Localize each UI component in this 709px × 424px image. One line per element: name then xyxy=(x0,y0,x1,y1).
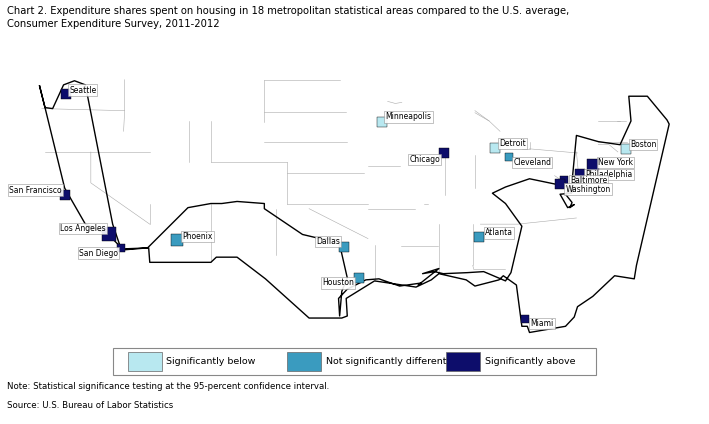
Point xyxy=(474,234,485,240)
Bar xyxy=(128,352,162,371)
Point xyxy=(59,192,70,199)
Text: Miami: Miami xyxy=(530,319,554,328)
Text: Seattle: Seattle xyxy=(69,86,96,95)
Text: Washington: Washington xyxy=(566,184,610,194)
Text: Chicago: Chicago xyxy=(409,155,440,164)
Point xyxy=(354,274,365,281)
Text: Houston: Houston xyxy=(322,279,354,287)
Text: Atlanta: Atlanta xyxy=(485,229,513,237)
Text: Baltimore: Baltimore xyxy=(570,176,607,185)
Text: San Diego: San Diego xyxy=(79,248,118,257)
Point xyxy=(559,176,570,183)
Text: Not significantly different: Not significantly different xyxy=(325,357,446,366)
Point xyxy=(587,162,598,169)
Point xyxy=(172,236,183,243)
Point xyxy=(338,243,350,250)
Text: Cleveland: Cleveland xyxy=(513,158,551,167)
Bar xyxy=(446,352,480,371)
Point xyxy=(376,119,388,126)
Text: Significantly below: Significantly below xyxy=(167,357,256,366)
Text: Minneapolis: Minneapolis xyxy=(386,112,432,121)
Text: New York: New York xyxy=(598,158,633,167)
Point xyxy=(439,150,450,157)
Text: Boston: Boston xyxy=(630,140,657,149)
Point xyxy=(503,154,515,161)
Bar xyxy=(287,352,320,371)
Text: Los Angeles: Los Angeles xyxy=(60,224,106,233)
Text: Significantly above: Significantly above xyxy=(485,357,575,366)
Text: Source: U.S. Bureau of Labor Statistics: Source: U.S. Bureau of Labor Statistics xyxy=(7,401,173,410)
Point xyxy=(60,91,72,98)
Text: Note: Statistical significance testing at the 95-percent confidence interval.: Note: Statistical significance testing a… xyxy=(7,382,330,391)
Text: Phoenix: Phoenix xyxy=(182,232,213,241)
Text: Philadelphia: Philadelphia xyxy=(585,170,632,179)
Point xyxy=(554,181,566,187)
Text: Detroit: Detroit xyxy=(499,139,525,148)
Point xyxy=(489,145,501,151)
Point xyxy=(520,316,531,323)
Text: Consumer Expenditure Survey, 2011-2012: Consumer Expenditure Survey, 2011-2012 xyxy=(7,19,220,29)
Text: San Francisco: San Francisco xyxy=(9,186,62,195)
Point xyxy=(104,231,115,237)
Point xyxy=(574,170,586,177)
Point xyxy=(116,245,127,251)
Point xyxy=(620,145,631,152)
Text: Dallas: Dallas xyxy=(316,237,340,246)
Text: Chart 2. Expenditure shares spent on housing in 18 metropolitan statistical area: Chart 2. Expenditure shares spent on hou… xyxy=(7,6,569,17)
